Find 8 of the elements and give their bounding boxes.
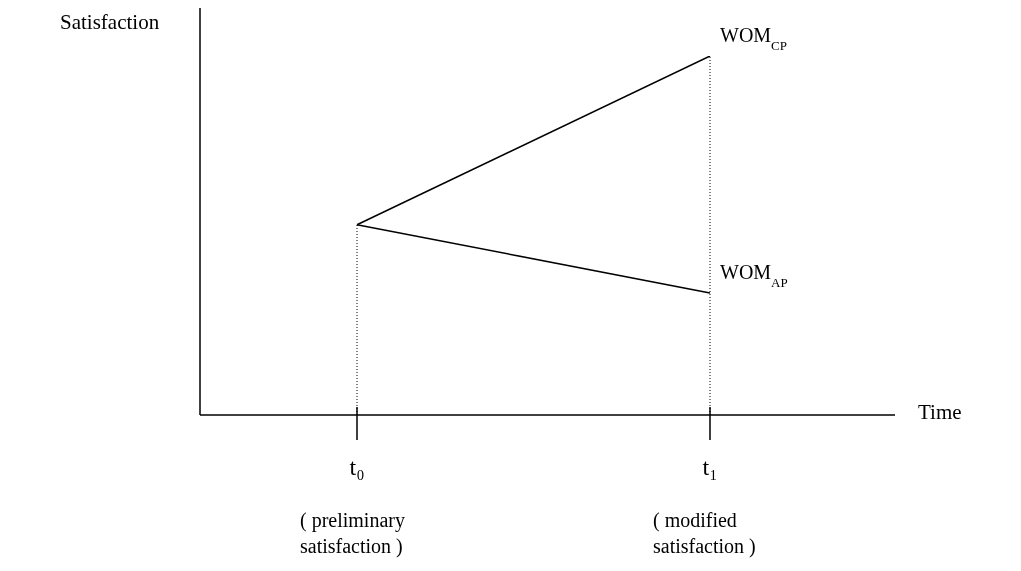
series-label: WOM$_{CP}$ <box>720 24 788 53</box>
text: ( preliminary satisfaction ) <box>300 509 405 558</box>
x-tick-label: t₁ <box>702 454 718 480</box>
y-axis-title: Satisfaction <box>60 10 160 35</box>
x-axis-title: Time <box>918 400 962 425</box>
series-label: WOM$_{AP}$ <box>720 260 788 290</box>
text: ( modified satisfaction ) <box>653 509 756 558</box>
x-tick-label: t₀ <box>349 454 365 480</box>
